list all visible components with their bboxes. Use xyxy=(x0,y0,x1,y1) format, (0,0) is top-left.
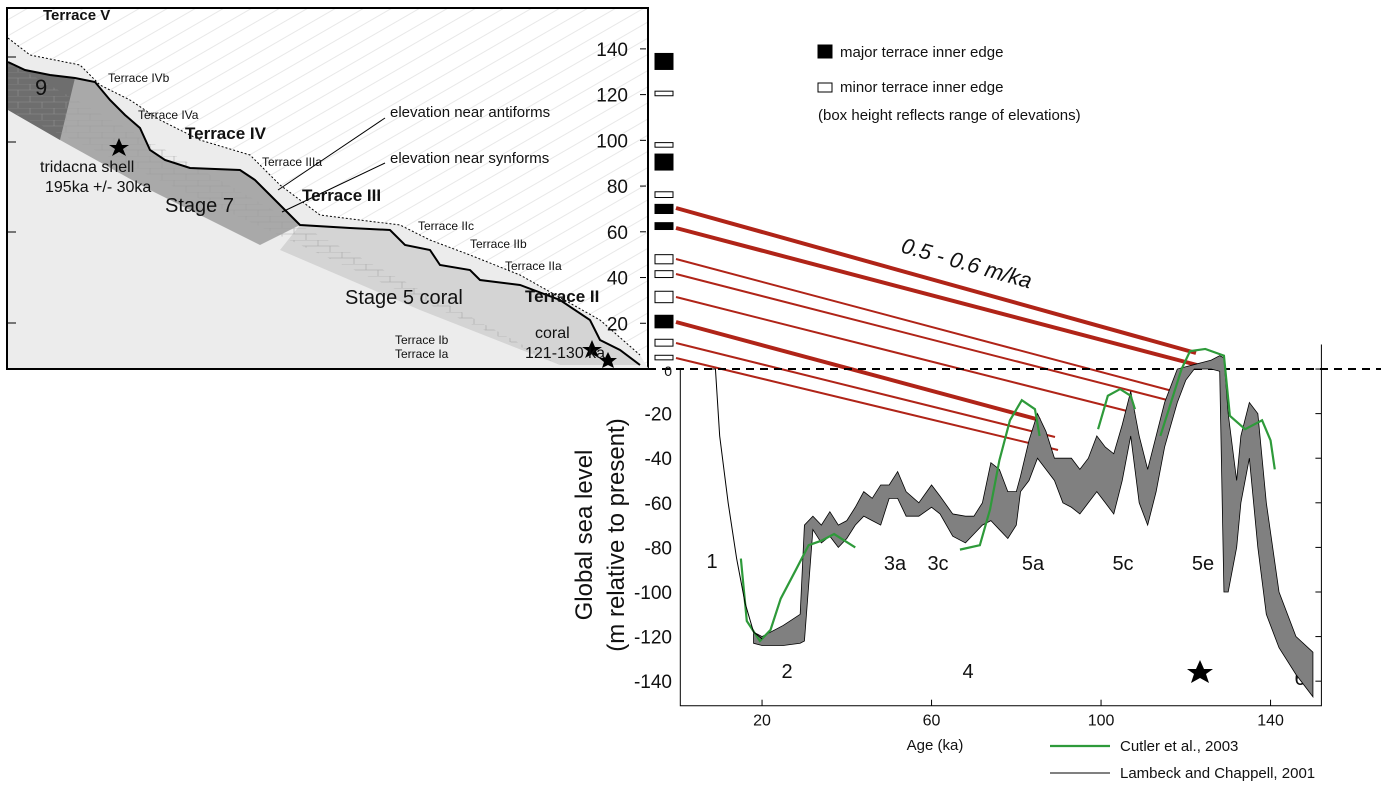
terrace-label: Terrace IVb xyxy=(108,71,170,85)
rate-label: 0.5 - 0.6 m/ka xyxy=(899,233,1035,294)
y-tick-label: 140 xyxy=(596,40,628,61)
annotation: elevation near synforms xyxy=(390,150,549,167)
stage-label: 5a xyxy=(1022,553,1045,575)
elevation-box xyxy=(655,154,673,170)
elevation-box xyxy=(655,315,673,328)
stage-label: 2 xyxy=(781,661,792,683)
cross-section: Terrace V Terrace IVb Terrace IVa Terrac… xyxy=(7,7,648,369)
y-tick-label: -120 xyxy=(634,628,672,649)
legend-label: Lambeck and Chappell, 2001 xyxy=(1120,765,1315,782)
terrace-label: Terrace IIa xyxy=(505,259,562,273)
figure: Terrace V Terrace IVb Terrace IVa Terrac… xyxy=(0,0,1381,787)
elevation-box xyxy=(655,204,673,213)
y-tick-label: -60 xyxy=(645,494,672,515)
sample-age: 121-130 ka xyxy=(525,345,605,362)
star xyxy=(1187,660,1213,683)
stage-label: 1 xyxy=(706,551,717,573)
stage-label: 4 xyxy=(962,661,973,683)
elevation-box xyxy=(655,271,673,278)
y-axis-label: Global sea level xyxy=(571,450,598,621)
y-tick-label: -20 xyxy=(645,405,672,426)
elevation-box xyxy=(655,291,673,302)
stage-label: 3a xyxy=(884,553,907,575)
legend-label: major terrace inner edge xyxy=(840,44,1003,61)
legend-swatch xyxy=(818,83,832,92)
stage-label: Stage 5 coral xyxy=(345,287,463,309)
annotation: elevation near antiforms xyxy=(390,104,550,121)
stage-label: 5c xyxy=(1112,553,1133,575)
legend-note: (box height reflects range of elevations… xyxy=(818,107,1081,124)
y-tick-label: 20 xyxy=(607,314,628,335)
x-tick-label: 140 xyxy=(1257,713,1284,730)
elevation-box xyxy=(655,255,673,264)
y-tick-label: 0 xyxy=(664,363,672,379)
y-tick-label: -80 xyxy=(645,538,672,559)
x-tick-label: 100 xyxy=(1088,713,1115,730)
elevation-box xyxy=(655,53,673,69)
elevation-box xyxy=(655,192,673,198)
terrace-label: Terrace Ib xyxy=(395,333,449,347)
terrace-label: Terrace V xyxy=(43,7,110,24)
y-tick-label: 40 xyxy=(607,269,628,290)
legend-label: minor terrace inner edge xyxy=(840,79,1003,96)
elevation-box xyxy=(655,91,673,96)
x-axis-label: Age (ka) xyxy=(907,737,964,754)
legend-swatch xyxy=(818,45,832,58)
y-tick-label: 60 xyxy=(607,223,628,244)
x-tick-label: 20 xyxy=(753,713,771,730)
y-tick-label: -140 xyxy=(634,672,672,693)
terrace-label: Terrace IIIa xyxy=(262,155,322,169)
elevation-box xyxy=(655,223,673,230)
stage-label: 5e xyxy=(1192,553,1214,575)
series-line xyxy=(707,369,762,639)
elevation-box xyxy=(655,339,673,346)
terrace-label: Terrace IVa xyxy=(138,108,199,122)
y-axis-label: (m relative to present) xyxy=(603,418,630,651)
legend-label: Cutler et al., 2003 xyxy=(1120,738,1238,755)
x-tick-label: 60 xyxy=(923,713,941,730)
y-tick-label: 100 xyxy=(596,131,628,152)
y-tick-label: -40 xyxy=(645,449,672,470)
sample-label: coral xyxy=(535,325,570,342)
elevation-box xyxy=(655,355,673,360)
terrace-label: Terrace Ia xyxy=(395,347,449,361)
terrace-label: Terrace IV xyxy=(185,124,267,143)
y-tick-label: 80 xyxy=(607,177,628,198)
y-tick-label: -100 xyxy=(634,583,672,604)
terrace-label: Terrace III xyxy=(302,186,381,205)
sample-age: 195ka +/- 30ka xyxy=(45,179,151,196)
terrace-label: Terrace IIc xyxy=(418,219,474,233)
stage-label: 3c xyxy=(927,553,948,575)
terrace-label: Terrace IIb xyxy=(470,237,527,251)
terrace-label: Terrace II xyxy=(525,287,599,306)
stage-number: 9 xyxy=(35,75,47,100)
sample-label: tridacna shell xyxy=(40,159,134,176)
elevation-box xyxy=(655,143,673,148)
y-tick-label: 120 xyxy=(596,86,628,107)
stage-label: Stage 7 xyxy=(165,195,234,217)
